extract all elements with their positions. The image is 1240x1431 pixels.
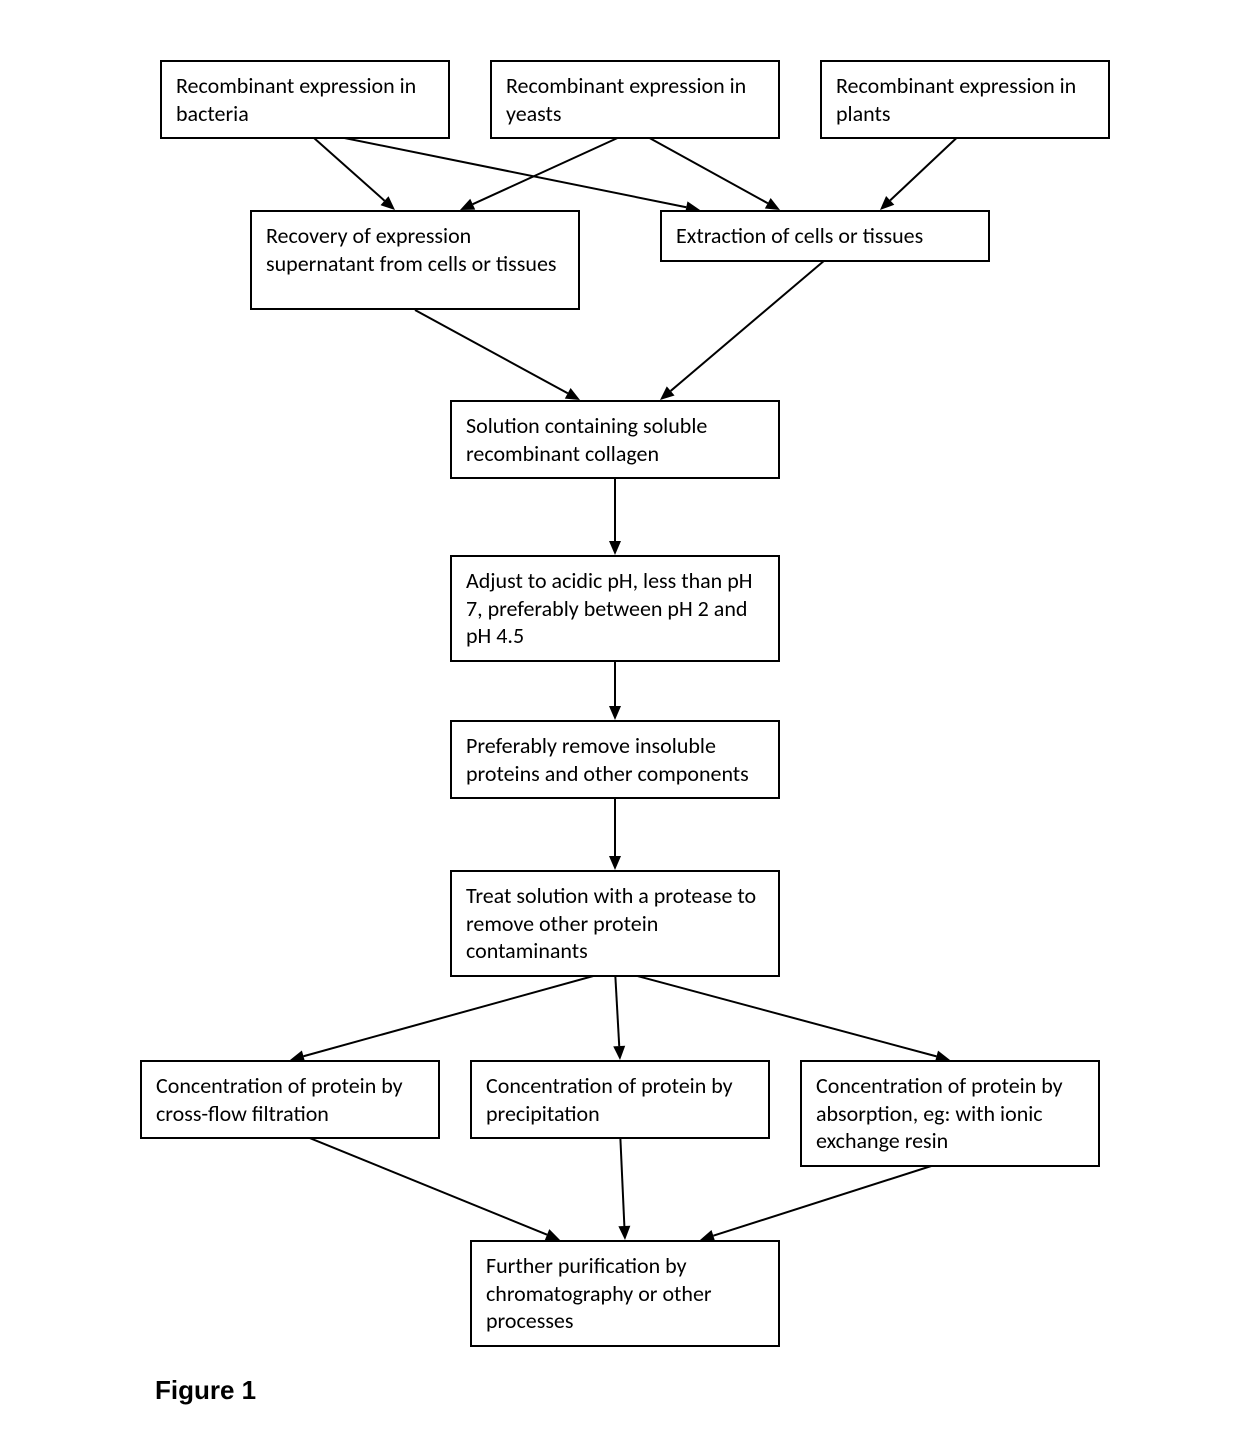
node-further-purification: Further purification by chromatography o… [470, 1240, 780, 1347]
node-expression-plants: Recombinant expression in plants [820, 60, 1110, 139]
node-concentration-precipitation: Concentration of protein by precipitatio… [470, 1060, 770, 1139]
node-solution-collagen: Solution containing soluble recombinant … [450, 400, 780, 479]
node-expression-bacteria: Recombinant expression in bacteria [160, 60, 450, 139]
node-recovery-supernatant: Recovery of expression supernatant from … [250, 210, 580, 310]
node-protease-treat: Treat solution with a protease to remove… [450, 870, 780, 977]
node-expression-yeasts: Recombinant expression in yeasts [490, 60, 780, 139]
node-remove-insoluble: Preferably remove insoluble proteins and… [450, 720, 780, 799]
node-concentration-absorption: Concentration of protein by absorption, … [800, 1060, 1100, 1167]
node-concentration-crossflow: Concentration of protein by cross-flow f… [140, 1060, 440, 1139]
node-adjust-ph: Adjust to acidic pH, less than pH 7, pre… [450, 555, 780, 662]
node-extraction-cells: Extraction of cells or tissues [660, 210, 990, 262]
figure-caption: Figure 1 [155, 1375, 256, 1406]
flowchart-canvas: Recombinant expression in bacteria Recom… [0, 0, 1240, 1431]
edges-layer [0, 0, 1240, 1431]
